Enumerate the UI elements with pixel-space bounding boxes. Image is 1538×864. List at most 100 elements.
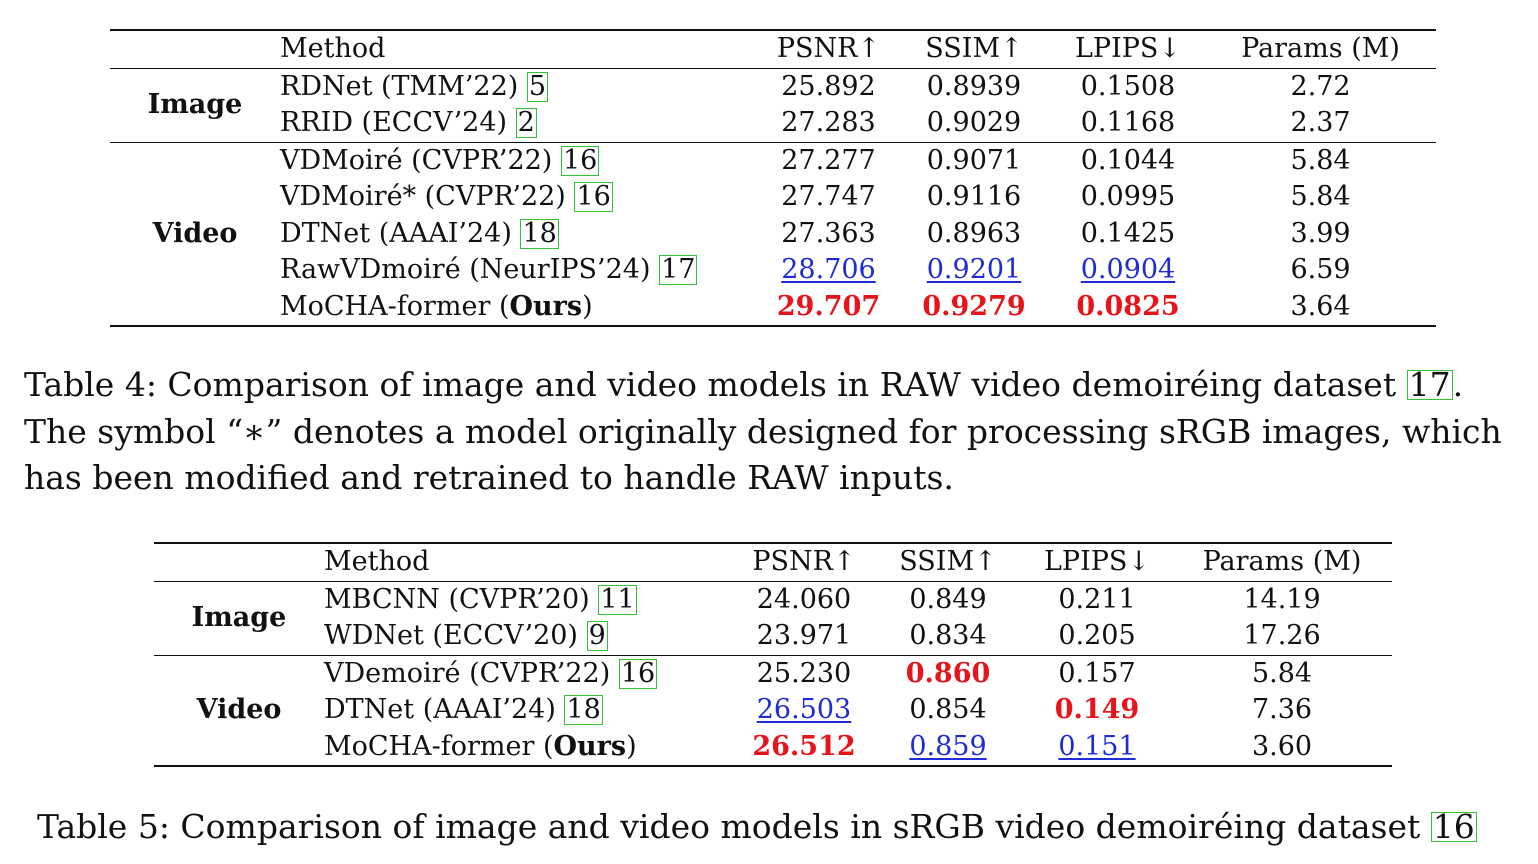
table-row: Image RDNet (TMM’22) 5 25.892 0.8939 0.1… <box>110 68 1436 120</box>
table-row: VDMoiré* (CVPR’22) 16 27.747 0.9116 0.09… <box>110 179 1436 216</box>
method-cell: VDMoiré (CVPR’22) 16 <box>280 144 600 176</box>
lpips-cell: 0.1508 <box>1080 70 1176 102</box>
table-4-caption: Table 4: Comparison of image and video m… <box>24 365 1502 497</box>
ssim-cell: 0.8939 <box>926 70 1022 102</box>
method-header: Method <box>324 546 430 577</box>
lpips-cell: 0.157 <box>1058 657 1136 689</box>
best-value: 26.512 <box>752 730 856 762</box>
params-cell: 14.19 <box>1243 583 1321 615</box>
citation-link[interactable]: 16 <box>574 181 613 212</box>
group-header <box>154 543 324 581</box>
table-row: DTNet (AAAI’24) 18 27.363 0.8963 0.1425 … <box>110 216 1436 253</box>
table-header-row: Method PSNR↑ SSIM↑ LPIPS↓ Params (M) <box>110 30 1436 68</box>
psnr-cell: 26.512 <box>734 729 874 767</box>
ssim-cell: 0.834 <box>909 620 987 651</box>
citation-link[interactable]: 9 <box>586 620 608 651</box>
table-row: WDNet (ECCV’20) 9 23.971 0.834 0.205 17.… <box>154 618 1392 655</box>
psnr-cell: 25.892 <box>781 70 876 102</box>
ssim-cell: 0.8963 <box>926 217 1022 249</box>
ssim-cell: 0.859 <box>874 729 1022 767</box>
params-cell: 5.84 <box>1290 144 1351 176</box>
ssim-cell: 0.854 <box>909 694 987 725</box>
second-best-value: 0.9201 <box>926 254 1022 285</box>
method-cell: MoCHA-former (Ours) <box>324 730 637 762</box>
best-value: 0.9279 <box>922 290 1026 322</box>
second-best-value: 26.503 <box>756 694 852 725</box>
psnr-header: PSNR↑ <box>752 546 856 577</box>
psnr-cell: 27.277 <box>781 144 876 176</box>
method-cell: VDMoiré* (CVPR’22) 16 <box>280 181 613 212</box>
params-cell: 3.99 <box>1290 217 1351 249</box>
params-cell: 2.72 <box>1290 70 1351 102</box>
ssim-cell: 0.849 <box>909 583 987 615</box>
ssim-header: SSIM↑ <box>925 33 1023 64</box>
method-header: Method <box>280 33 386 64</box>
ssim-cell: 0.9116 <box>926 181 1022 212</box>
params-cell: 7.36 <box>1251 694 1313 725</box>
citation-link[interactable]: 11 <box>598 583 637 615</box>
citation-link[interactable]: 16 <box>1430 807 1477 846</box>
method-cell: RRID (ECCV’24) 2 <box>280 107 537 138</box>
ssim-header: SSIM↑ <box>899 546 997 577</box>
lpips-cell: 0.0995 <box>1080 181 1176 212</box>
lpips-header: LPIPS↓ <box>1043 546 1151 577</box>
ssim-cell: 0.860 <box>874 655 1022 692</box>
method-cell: DTNet (AAAI’24) 18 <box>280 217 559 249</box>
table-5-caption: Table 5: Comparison of image and video m… <box>37 807 1477 846</box>
citation-link[interactable]: 16 <box>618 657 658 689</box>
table-row: DTNet (AAAI’24) 18 26.503 0.854 0.149 7.… <box>154 692 1392 729</box>
table-row: RRID (ECCV’24) 2 27.283 0.9029 0.1168 2.… <box>110 105 1436 142</box>
citation-link[interactable]: 17 <box>1406 365 1453 404</box>
psnr-cell: 28.706 <box>760 252 897 289</box>
params-cell: 3.64 <box>1290 290 1351 322</box>
group-label-image: Image <box>147 88 243 120</box>
psnr-cell: 27.283 <box>781 107 876 138</box>
params-cell: 3.60 <box>1251 730 1313 762</box>
lpips-cell: 0.0825 <box>1051 289 1205 327</box>
best-value: 29.707 <box>776 290 881 322</box>
group-label-image: Image <box>191 601 287 633</box>
table-header-row: Method PSNR↑ SSIM↑ LPIPS↓ Params (M) <box>154 543 1392 581</box>
psnr-cell: 27.363 <box>781 217 876 249</box>
best-value: 0.0825 <box>1076 290 1180 322</box>
method-cell: RawVDmoiré (NeurIPS’24) 17 <box>280 254 698 285</box>
citation-link[interactable]: 17 <box>659 254 698 285</box>
psnr-header: PSNR↑ <box>776 33 881 64</box>
ssim-cell: 0.9029 <box>926 107 1022 138</box>
table-row: MoCHA-former (Ours) 29.707 0.9279 0.0825… <box>110 289 1436 327</box>
method-cell: VDemoiré (CVPR’22) 16 <box>324 657 658 689</box>
citation-link[interactable]: 16 <box>560 144 600 176</box>
citation-link[interactable]: 18 <box>520 217 559 249</box>
psnr-cell: 26.503 <box>734 692 874 729</box>
params-cell: 5.84 <box>1251 657 1313 689</box>
table-row: Video VDemoiré (CVPR’22) 16 25.230 0.860… <box>154 655 1392 726</box>
params-cell: 6.59 <box>1290 254 1351 285</box>
ssim-cell: 0.9279 <box>897 289 1051 327</box>
lpips-header: LPIPS↓ <box>1074 33 1182 64</box>
method-cell: RDNet (TMM’22) 5 <box>280 70 549 102</box>
lpips-cell: 0.149 <box>1022 692 1172 729</box>
second-best-value: 0.0904 <box>1080 254 1176 285</box>
second-best-value: 28.706 <box>781 254 876 285</box>
best-value: 0.860 <box>905 657 991 689</box>
method-cell: WDNet (ECCV’20) 9 <box>324 620 608 651</box>
lpips-cell: 0.151 <box>1022 729 1172 767</box>
params-cell: 2.37 <box>1290 107 1351 138</box>
second-best-value: 0.151 <box>1058 730 1136 762</box>
table-4: Method PSNR↑ SSIM↑ LPIPS↓ Params (M) Ima… <box>110 29 1436 327</box>
ssim-cell: 0.9071 <box>926 144 1022 176</box>
group-label-video: Video <box>196 694 282 725</box>
table-row: RawVDmoiré (NeurIPS’24) 17 28.706 0.9201… <box>110 252 1436 289</box>
citation-link[interactable]: 2 <box>515 107 537 138</box>
table-5: Method PSNR↑ SSIM↑ LPIPS↓ Params (M) Ima… <box>154 542 1392 767</box>
group-header <box>110 30 280 68</box>
lpips-cell: 0.1168 <box>1080 107 1176 138</box>
params-header: Params (M) <box>1241 33 1400 64</box>
citation-link[interactable]: 5 <box>526 70 549 102</box>
ssim-cell: 0.9201 <box>897 252 1051 289</box>
citation-link[interactable]: 18 <box>564 694 603 725</box>
method-cell: MBCNN (CVPR’20) 11 <box>324 583 637 615</box>
lpips-cell: 0.1044 <box>1080 144 1176 176</box>
psnr-cell: 24.060 <box>756 583 852 615</box>
table-row: Video VDMoiré (CVPR’22) 16 27.277 0.9071… <box>110 142 1436 249</box>
